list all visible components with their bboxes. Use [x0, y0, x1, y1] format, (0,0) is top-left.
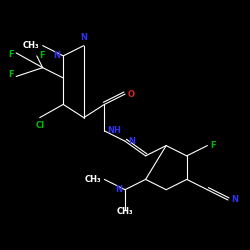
Text: F: F: [210, 141, 216, 150]
Text: F: F: [8, 50, 14, 59]
Text: NH: NH: [107, 126, 121, 136]
Text: N: N: [128, 137, 135, 146]
Text: O: O: [128, 90, 135, 98]
Text: N: N: [115, 185, 122, 194]
Text: CH₃: CH₃: [85, 175, 102, 184]
Text: Cl: Cl: [35, 121, 44, 130]
Text: F: F: [8, 70, 14, 80]
Text: CH₃: CH₃: [23, 41, 40, 50]
Text: F: F: [40, 52, 45, 60]
Text: N: N: [80, 33, 87, 42]
Text: CH₃: CH₃: [117, 207, 133, 216]
Text: N: N: [231, 196, 238, 204]
Text: N: N: [53, 52, 60, 60]
